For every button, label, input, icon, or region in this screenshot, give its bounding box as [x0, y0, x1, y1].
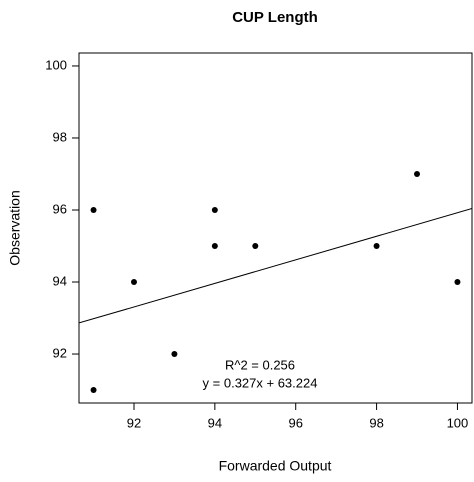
x-tick-label: 92 — [127, 415, 141, 430]
point — [211, 243, 218, 250]
y-tick-label: 96 — [53, 201, 67, 216]
y-axis-label: Observation — [7, 190, 23, 265]
point — [90, 387, 97, 394]
point — [171, 351, 178, 358]
chart-title: CUP Length — [232, 9, 318, 26]
y-tick-label: 100 — [45, 57, 67, 72]
point — [252, 243, 259, 250]
y-tick-label: 98 — [53, 129, 67, 144]
x-tick-label: 98 — [369, 415, 383, 430]
x-tick-label: 94 — [208, 415, 222, 430]
point — [414, 170, 421, 177]
y-tick-label: 92 — [53, 345, 67, 360]
x-axis-label: Forwarded Output — [219, 458, 332, 474]
plot-box — [78, 52, 473, 404]
annotation: y = 0.327x + 63.224 — [203, 375, 318, 390]
y-tick-label: 94 — [53, 273, 67, 288]
point — [130, 279, 137, 286]
annotation: R^2 = 0.256 — [225, 357, 295, 372]
x-tick-label: 100 — [447, 415, 469, 430]
regression-line — [79, 208, 472, 324]
point — [373, 243, 380, 250]
point — [90, 206, 97, 213]
point — [454, 279, 461, 286]
point — [211, 206, 218, 213]
x-tick-label: 96 — [288, 415, 302, 430]
